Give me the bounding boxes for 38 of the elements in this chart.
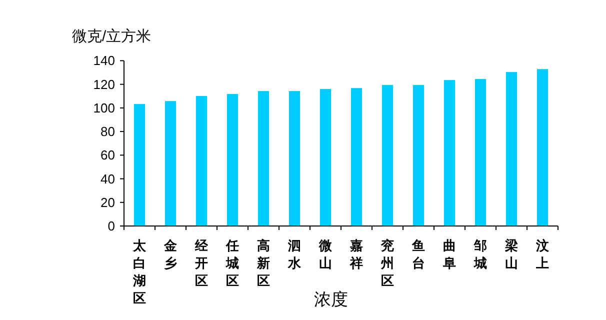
x-tick-label: 泗水: [287, 238, 302, 270]
y-tick-label: 140: [93, 53, 115, 68]
x-tick-label: 梁山: [504, 238, 518, 270]
x-tick-label: 太白湖区: [132, 238, 147, 306]
bar: [196, 96, 208, 226]
x-tick-label: 嘉祥: [349, 238, 363, 270]
x-tick-label: 微山: [318, 238, 333, 270]
bar: [536, 69, 548, 226]
x-tick-label: 曲阜: [442, 238, 456, 270]
bar: [412, 85, 424, 226]
x-tick-label: 经开区: [194, 238, 209, 288]
bar: [226, 94, 238, 226]
y-tick-label: 0: [108, 218, 115, 234]
x-tick-label: 任城区: [225, 238, 239, 288]
y-tick-label: 80: [100, 124, 115, 140]
x-tick-label: 鱼台: [411, 238, 425, 270]
x-axis-title: 浓度: [314, 290, 348, 310]
bar: [320, 89, 332, 226]
bar: [258, 91, 270, 226]
y-tick-label: 20: [100, 194, 115, 210]
x-tick-label: 兖州区: [380, 238, 394, 288]
y-tick-label: 120: [93, 76, 115, 92]
bar: [474, 79, 486, 226]
bar: [288, 91, 300, 226]
bar: [350, 88, 362, 226]
y-axis-title: 微克/立方米: [72, 28, 152, 45]
bar: [382, 85, 394, 226]
bar: [444, 80, 456, 226]
x-tick-label: 高新区: [256, 238, 270, 288]
x-tick-label: 邹城: [473, 238, 487, 270]
bar: [506, 72, 518, 226]
x-tick-label: 金乡: [163, 238, 178, 270]
y-tick-label: 40: [100, 171, 115, 186]
bar: [134, 104, 146, 226]
y-tick-label: 60: [100, 148, 115, 163]
bar: [164, 101, 176, 226]
y-tick-label: 100: [93, 100, 115, 116]
x-tick-label: 汶上: [535, 238, 550, 270]
